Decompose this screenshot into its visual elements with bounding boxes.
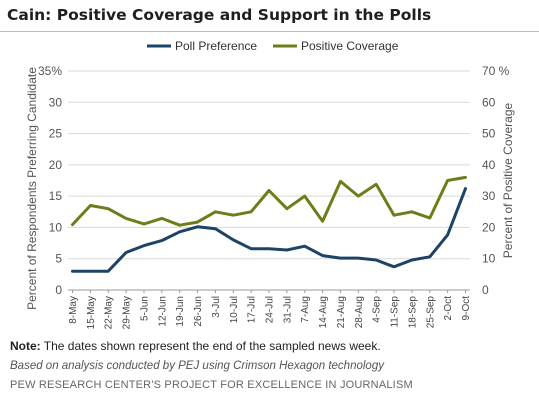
line-chart: Poll Preference Positive Coverage 0 5 10 15 2… (25, 39, 515, 329)
right-axis-ticks: 0 10 20 30 40 50 60 70 % (482, 64, 510, 297)
x-axis-ticks: 8-May 15-May 22-May 29-May 5-Jun 12-Jun 19-Jun… (68, 290, 472, 329)
x-tick-label: 9-Oct (461, 296, 472, 321)
note-label: Note: (10, 339, 41, 353)
legend: Poll Preference Positive Coverage (147, 39, 399, 53)
x-tick-label: 17-Jul (247, 296, 258, 323)
left-tick-label: 35% (38, 64, 62, 78)
left-axis-label: Percent of Respondents Preferring Candid… (25, 67, 39, 310)
legend-label-poll-preference: Poll Preference (175, 39, 257, 53)
legend-label-positive-coverage: Positive Coverage (301, 39, 399, 53)
right-axis-label: Percent of Positive Coverage (501, 102, 515, 258)
right-tick-label: 20 (482, 220, 496, 234)
right-tick-label: 50 (482, 127, 496, 141)
x-tick-label: 29-May (122, 296, 133, 329)
x-tick-label: 7-Aug (300, 296, 311, 323)
x-tick-label: 21-Aug (336, 296, 347, 328)
left-tick-label: 25 (49, 127, 63, 141)
title-divider (0, 31, 539, 32)
x-tick-label: 31-Jul (282, 296, 293, 323)
x-tick-label: 14-Aug (318, 296, 329, 328)
x-tick-label: 22-May (104, 296, 115, 329)
left-tick-label: 20 (49, 158, 63, 172)
chart-note: Note: The dates shown represent the end … (10, 339, 381, 353)
series-line-positive-coverage (71, 175, 467, 227)
left-tick-label: 30 (49, 95, 63, 109)
left-tick-label: 0 (55, 283, 62, 297)
left-tick-label: 10 (49, 220, 63, 234)
left-tick-label: 15 (49, 189, 63, 203)
right-tick-label: 70 % (482, 64, 510, 78)
x-tick-label: 8-May (68, 296, 79, 324)
x-tick-label: 3-Jul (211, 296, 222, 318)
x-tick-label: 24-Jul (265, 296, 276, 323)
x-tick-label: 26-Jun (193, 296, 204, 327)
x-tick-label: 11-Sep (390, 296, 401, 328)
x-tick-label: 4-Sep (372, 296, 383, 323)
x-tick-label: 10-Jul (229, 296, 240, 323)
chart-title: Cain: Positive Coverage and Support in t… (7, 6, 432, 24)
series-line-poll-preference (71, 187, 467, 273)
x-tick-label: 18-Sep (407, 296, 418, 329)
x-tick-label: 2-Oct (443, 296, 454, 321)
x-tick-label: 28-Aug (354, 296, 365, 328)
x-tick-label: 25-Sep (425, 296, 436, 329)
gridlines (68, 70, 470, 291)
left-tick-label: 5 (55, 252, 62, 266)
right-tick-label: 60 (482, 95, 496, 109)
note-text: The dates shown represent the end of the… (43, 339, 381, 353)
x-tick-label: 15-May (86, 296, 97, 329)
series-lines (71, 175, 467, 273)
right-tick-label: 40 (482, 158, 496, 172)
source-line: Based on analysis conducted by PEJ using… (10, 360, 384, 372)
credit-line: PEW RESEARCH CENTER'S PROJECT FOR EXCELL… (10, 379, 413, 391)
x-tick-label: 19-Jun (175, 296, 186, 327)
left-axis-ticks: 0 5 10 15 20 25 30 35% (38, 64, 62, 297)
right-tick-label: 10 (482, 252, 496, 266)
right-tick-label: 30 (482, 189, 496, 203)
right-tick-label: 0 (482, 283, 489, 297)
x-tick-label: 12-Jun (157, 296, 168, 327)
x-tick-label: 5-Jun (139, 296, 150, 321)
